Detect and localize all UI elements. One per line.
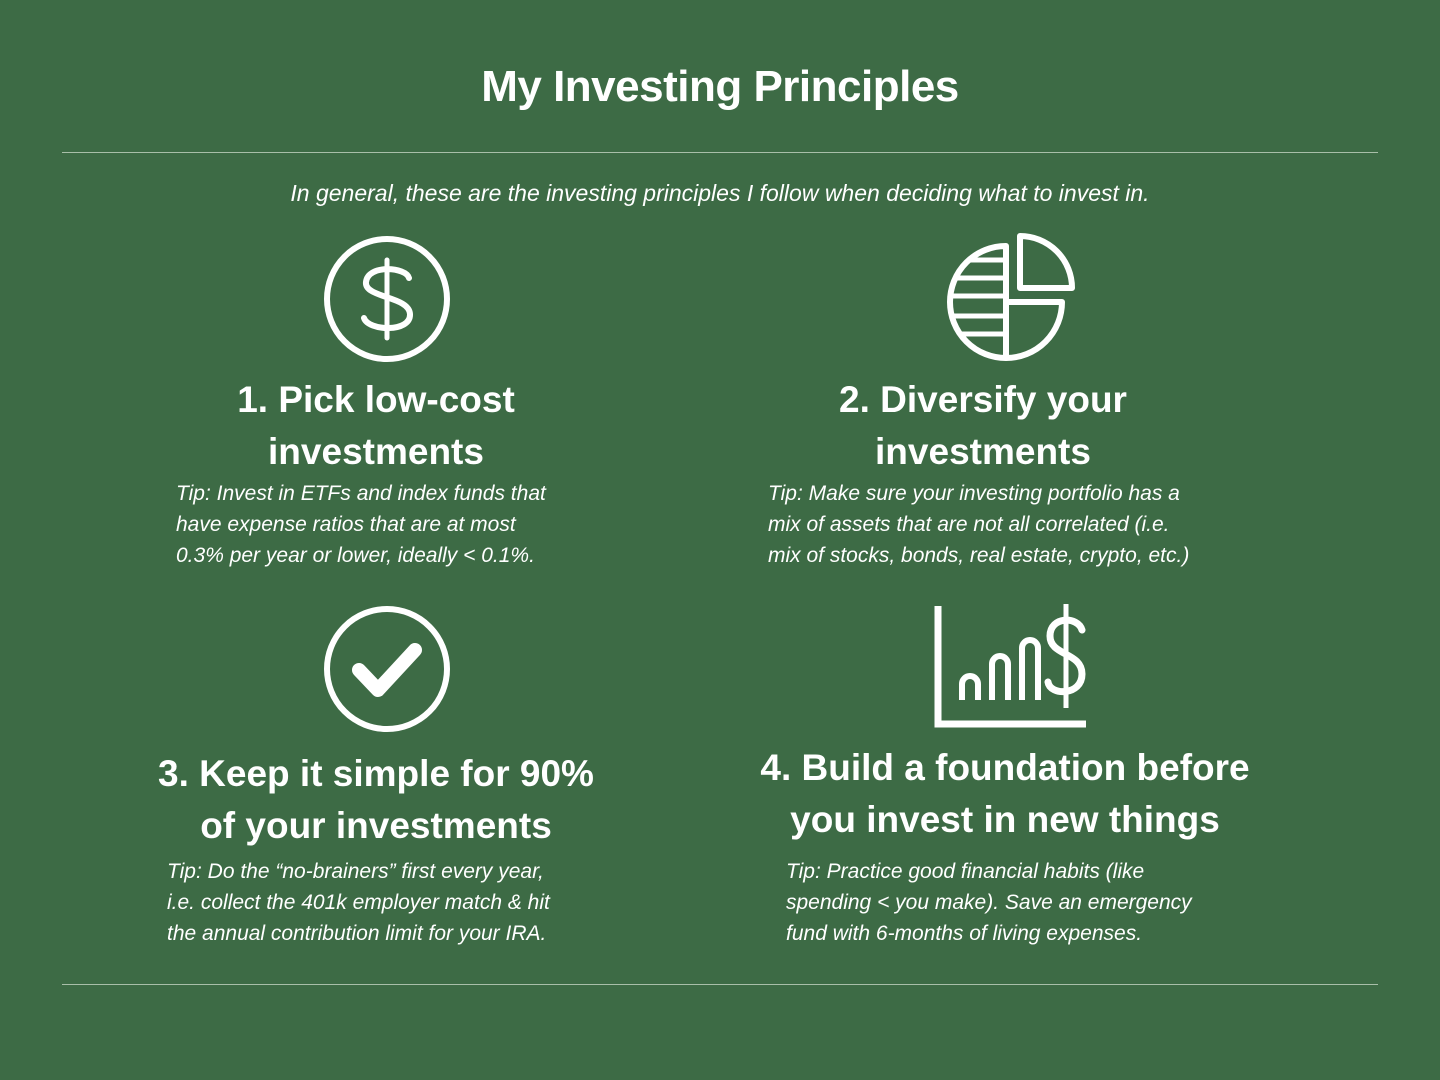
principle-heading: 4. Build a foundation before you invest … <box>730 742 1280 846</box>
heading-line: investments <box>875 431 1091 472</box>
tip-line: mix of assets that are not all correlate… <box>768 513 1170 536</box>
principle-tip: Tip: Practice good financial habits (lik… <box>786 856 1286 949</box>
heading-line: 3. Keep it simple for 90% <box>158 753 594 794</box>
page-title: My Investing Principles <box>481 62 959 111</box>
intro-text: In general, these are the investing prin… <box>290 180 1150 206</box>
top-divider <box>62 152 1378 153</box>
heading-line: of your investments <box>200 805 552 846</box>
tip-line: i.e. collect the 401k employer match & h… <box>167 891 550 914</box>
heading-line: 4. Build a foundation before <box>760 747 1250 788</box>
tip-line: fund with 6-months of living expenses. <box>786 922 1143 945</box>
tip-line: the annual contribution limit for your I… <box>167 922 547 945</box>
checkmark-circle-icon <box>324 606 450 732</box>
principle-heading: 2. Diversify your investments <box>733 374 1233 478</box>
heading-line: investments <box>268 431 484 472</box>
tip-line: Tip: Do the “no-brainers” first every ye… <box>167 860 544 883</box>
principle-tip: Tip: Make sure your investing portfolio … <box>768 478 1328 571</box>
bottom-divider <box>62 984 1378 985</box>
principle-heading: 3. Keep it simple for 90% of your invest… <box>106 748 646 852</box>
tip-line: have expense ratios that are at most <box>176 513 516 536</box>
heading-line: 1. Pick low-cost <box>237 379 515 420</box>
tip-line: 0.3% per year or lower, ideally < 0.1%. <box>176 544 535 567</box>
dollar-circle-icon <box>324 236 450 362</box>
growth-chart-dollar-icon <box>934 604 1086 728</box>
tip-line: Tip: Make sure your investing portfolio … <box>768 482 1180 505</box>
tip-line: spending < you make). Save an emergency <box>786 891 1192 914</box>
principle-heading: 1. Pick low-cost investments <box>126 374 626 478</box>
tip-line: Tip: Practice good financial habits (lik… <box>786 860 1145 883</box>
heading-line: you invest in new things <box>790 799 1220 840</box>
principle-tip: Tip: Invest in ETFs and index funds that… <box>176 478 636 571</box>
pie-chart-icon <box>947 233 1075 361</box>
heading-line: 2. Diversify your <box>839 379 1127 420</box>
tip-line: mix of stocks, bonds, real estate, crypt… <box>768 544 1190 567</box>
tip-line: Tip: Invest in ETFs and index funds that <box>176 482 546 505</box>
principle-tip: Tip: Do the “no-brainers” first every ye… <box>167 856 647 949</box>
